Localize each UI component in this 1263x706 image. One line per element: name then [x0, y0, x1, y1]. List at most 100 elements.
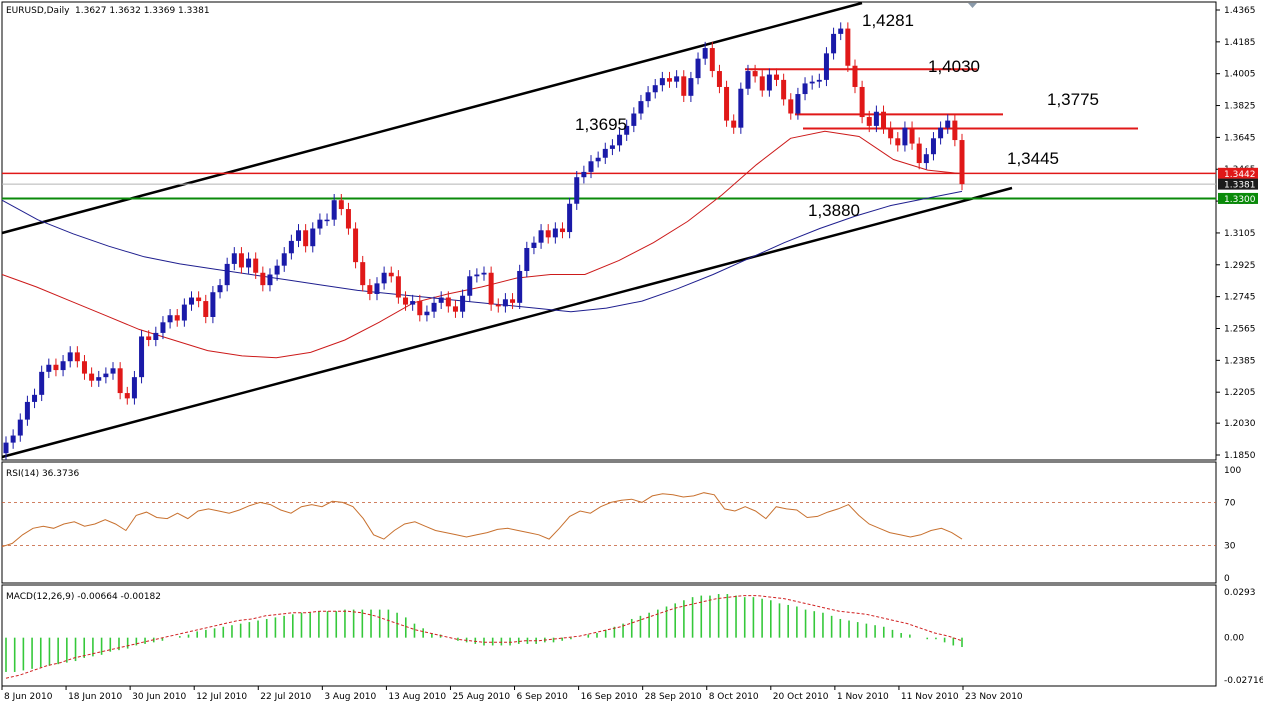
bear-candle [781, 79, 787, 100]
annotation-label: 1,4281 [862, 11, 914, 30]
bull-candle [766, 74, 772, 91]
bull-candle [374, 283, 380, 294]
x-tick-label: 18 Jun 2010 [68, 692, 122, 702]
ma-fast-line [1, 130, 963, 359]
bull-candle [745, 71, 751, 89]
price-label-box [1218, 167, 1258, 179]
bull-candle [310, 228, 316, 247]
x-tick-label: 28 Sep 2010 [645, 692, 702, 702]
bull-candle [60, 361, 66, 371]
bull-candle [873, 111, 879, 126]
rsi-indicator: 100 70 30 0 [1, 466, 1241, 584]
bull-candle [816, 79, 822, 82]
main-panel [1, 1, 1217, 461]
bull-candle [274, 265, 280, 275]
candlesticks [3, 22, 965, 460]
bear-candle [666, 78, 672, 82]
bear-candle [859, 86, 865, 118]
bear-candle [716, 71, 722, 87]
x-axis: 8 Jun 2010 18 Jun 2010 30 Jun 2010 12 Jul 2… [1, 686, 1023, 702]
bull-candle [331, 200, 337, 220]
x-tick-label: 30 Jun 2010 [132, 692, 186, 702]
rsi-tick-label: 100 [1224, 466, 1241, 476]
bull-candle [481, 272, 487, 275]
bear-candle [452, 306, 458, 312]
bull-candle [524, 247, 530, 271]
rsi-title: RSI(14) 36.3736 [6, 469, 79, 479]
bull-candle [317, 219, 323, 229]
price-label-box [1218, 192, 1258, 204]
bear-candle [845, 28, 851, 66]
y-tick-label: 1.2925 [1224, 261, 1256, 271]
bull-candle [167, 315, 173, 323]
shift-marker-icon[interactable] [968, 3, 977, 8]
macd-tick-label: 0.00 [1224, 634, 1244, 644]
bull-candle [945, 120, 951, 128]
bear-candle [724, 86, 730, 121]
bear-candle [852, 65, 858, 87]
bull-candle [324, 219, 330, 222]
x-tick-label: 12 Jul 2010 [196, 692, 247, 702]
y-tick-label: 1.2385 [1224, 356, 1256, 366]
symbol-label: EURUSD,Daily [6, 6, 70, 16]
bear-candle [174, 315, 180, 321]
bear-candle [888, 127, 894, 139]
bull-candle [46, 364, 52, 372]
macd-tick-label: -0.02716 [1224, 676, 1263, 686]
bear-candle [303, 230, 309, 247]
bull-candle [588, 161, 594, 172]
rsi-tick-label: 30 [1224, 542, 1236, 552]
bull-candle [609, 145, 615, 149]
bear-candle [952, 120, 958, 141]
upper-channel-line [1, 1, 863, 235]
macd-title: MACD(12,26,9) -0.00664 -0.00182 [6, 592, 161, 602]
bull-candle [823, 53, 829, 80]
bull-candle [538, 230, 544, 243]
bull-candle [96, 377, 102, 381]
bull-candle [831, 33, 837, 54]
bear-candle [395, 276, 401, 298]
y-tick-label: 1.2745 [1224, 293, 1256, 303]
bull-candle [595, 157, 601, 162]
bear-candle [338, 200, 344, 210]
bull-candle [67, 352, 73, 362]
bear-candle [89, 373, 95, 381]
bear-candle [881, 111, 887, 128]
moving-averages [1, 130, 963, 359]
annotation-label: 1,4030 [928, 57, 980, 76]
y-tick-label: 1.2565 [1224, 324, 1256, 334]
bull-candle [617, 134, 623, 146]
bull-candle [210, 292, 216, 317]
x-tick-label: 25 Aug 2010 [452, 692, 510, 702]
bull-candle [531, 242, 537, 248]
bear-candle [495, 304, 501, 307]
price-label-text: 1.3381 [1224, 181, 1256, 191]
lower-channel-line [1, 186, 1013, 459]
bear-candle [545, 230, 551, 238]
x-tick-label: 23 Nov 2010 [965, 692, 1023, 702]
bear-candle [81, 361, 87, 374]
bull-candle [502, 299, 508, 307]
bear-candle [124, 393, 130, 399]
bull-candle [24, 401, 30, 420]
bear-candle [360, 262, 366, 286]
bear-candle [203, 301, 209, 317]
bull-candle [288, 240, 294, 254]
bull-candle [581, 171, 587, 178]
y-tick-label: 1.1850 [1224, 451, 1256, 461]
bull-candle [574, 177, 580, 204]
bear-candle [488, 272, 494, 305]
bear-candle [345, 209, 351, 229]
bull-candle [10, 435, 16, 443]
bear-candle [909, 127, 915, 144]
bull-candle [795, 94, 801, 114]
macd-tick-label: 0.0293 [1224, 588, 1256, 598]
macd-indicator: 0.0293 0.00 -0.02716 [5, 588, 1263, 686]
bear-candle [196, 297, 202, 302]
bear-candle [74, 352, 80, 362]
bull-candle [902, 127, 908, 146]
annotation-label: 1,3880 [808, 201, 860, 220]
bull-candle [217, 285, 223, 293]
x-tick-label: 22 Jul 2010 [260, 692, 311, 702]
